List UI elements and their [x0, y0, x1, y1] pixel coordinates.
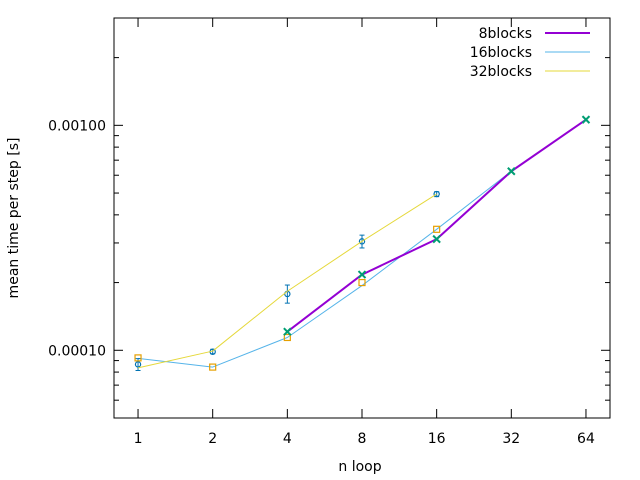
data-point-marker [357, 270, 367, 279]
legend-label: 8blocks [479, 26, 532, 42]
data-point-marker [358, 278, 366, 287]
legend-item: 32blocks [470, 64, 590, 80]
legend-item: 8blocks [479, 26, 590, 42]
y-tick-label: 0.00100 [48, 118, 106, 134]
data-point-marker [432, 234, 441, 244]
legend-item: 16blocks [470, 45, 590, 61]
data-point-marker [358, 238, 366, 245]
plot-layer [134, 115, 591, 372]
series-8blocks [283, 115, 591, 336]
legend-label: 32blocks [470, 64, 532, 80]
legend: 8blocks 16blocks 32blocks [470, 26, 590, 80]
data-point-marker [134, 354, 142, 362]
tick-layer: 1 2 4 8 16 32 64 0.00010 0.00100 [48, 18, 610, 447]
y-tick-label: 0.00010 [48, 343, 106, 359]
data-point-marker [209, 363, 217, 371]
x-tick-label: 32 [502, 431, 520, 447]
series-line [137, 193, 437, 369]
x-tick-label: 2 [208, 431, 217, 447]
data-point-marker [581, 115, 591, 124]
x-tick-label: 8 [358, 431, 367, 447]
series-32blocks [134, 193, 441, 371]
legend-label: 16blocks [470, 45, 532, 61]
x-tick-label: 1 [134, 431, 143, 447]
data-point-marker [283, 333, 291, 342]
data-point-marker [283, 327, 292, 336]
data-point-marker [433, 225, 441, 233]
x-tick-label: 64 [577, 431, 595, 447]
x-tick-label: 4 [283, 431, 292, 447]
data-point-marker [433, 190, 440, 198]
data-point-marker [134, 361, 142, 368]
y-axis-label: mean time per step [s] [6, 138, 22, 299]
x-tick-label: 16 [428, 431, 446, 447]
x-axis-label: n loop [338, 459, 381, 475]
data-point-marker [507, 167, 516, 176]
